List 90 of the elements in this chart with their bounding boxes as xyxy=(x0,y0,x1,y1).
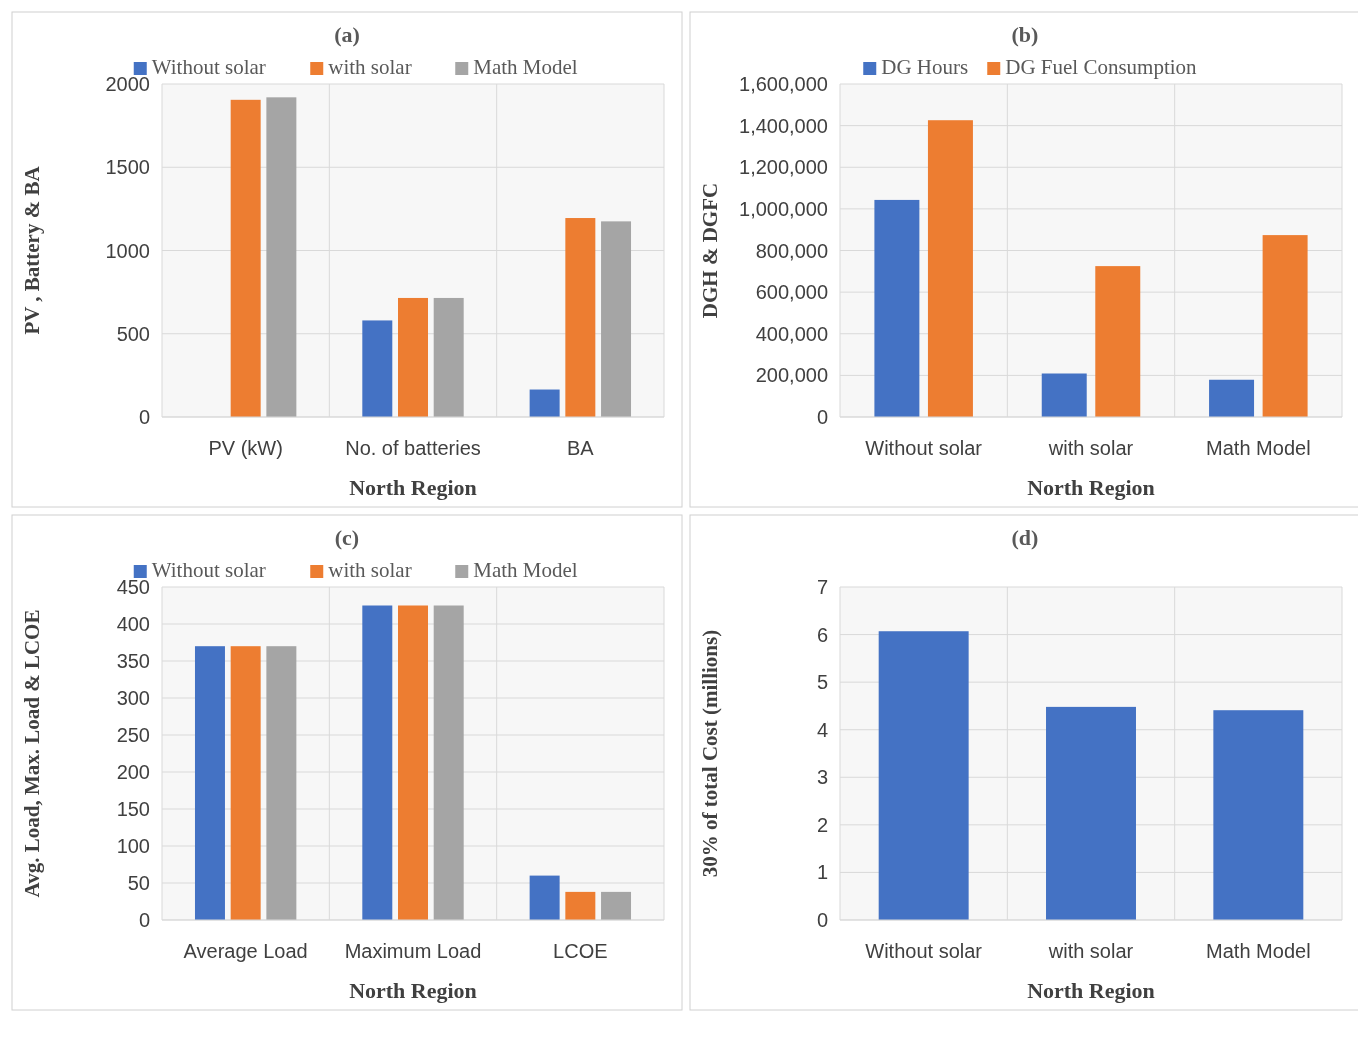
bar xyxy=(874,199,920,417)
y-tick-label: 2000 xyxy=(105,73,150,95)
y-tick-label: 0 xyxy=(816,406,828,428)
y-tick-label: 300 xyxy=(116,687,150,709)
y-tick-label: 400,000 xyxy=(755,322,828,345)
legend-label: DG Fuel Consumption xyxy=(1005,55,1198,79)
bar xyxy=(1095,266,1141,417)
y-tick-label: 0 xyxy=(816,909,828,931)
y-tick-label: 1,600,000 xyxy=(739,73,828,95)
y-tick-label: 500 xyxy=(116,322,150,345)
y-tick-label: 600,000 xyxy=(755,281,828,304)
legend-label: with solar xyxy=(328,55,412,79)
y-tick-label: 250 xyxy=(116,724,150,746)
bar xyxy=(601,891,632,920)
legend-label: Math Model xyxy=(473,558,578,582)
x-tick-label: LCOE xyxy=(553,940,608,962)
bar xyxy=(1041,373,1087,417)
bar xyxy=(529,389,560,417)
y-tick-label: 1500 xyxy=(105,156,150,179)
x-tick-label: BA xyxy=(566,437,595,459)
bar xyxy=(565,891,596,920)
bar xyxy=(601,221,632,417)
bar xyxy=(194,646,225,920)
y-axis-title: PV , Battery & BA xyxy=(19,165,44,335)
legend-label: DG Hours xyxy=(881,55,969,79)
y-tick-label: 1 xyxy=(816,861,828,884)
y-tick-label: 1,000,000 xyxy=(739,197,828,220)
bar xyxy=(1262,235,1308,417)
x-tick-label: Math Model xyxy=(1206,437,1311,459)
legend-label: Without solar xyxy=(151,55,266,79)
bar xyxy=(927,120,973,417)
y-axis-title: Avg. Load, Max. Load & LCOE xyxy=(19,609,44,898)
bar xyxy=(266,646,297,920)
bar xyxy=(433,297,464,417)
x-tick-label: Maximum Load xyxy=(344,940,482,962)
x-tick-label: with solar xyxy=(1047,940,1134,962)
y-axis-title: DGH & DGFC xyxy=(697,182,722,319)
y-tick-label: 800,000 xyxy=(755,239,828,262)
bar xyxy=(398,297,428,417)
chart-title: (d) xyxy=(1011,525,1039,550)
bar xyxy=(1046,706,1136,920)
bar xyxy=(1209,379,1255,417)
y-tick-label: 1,400,000 xyxy=(739,114,828,137)
legend-label: with solar xyxy=(328,558,412,582)
y-tick-label: 200,000 xyxy=(755,364,828,387)
bar xyxy=(529,875,560,920)
x-axis-title: North Region xyxy=(349,978,477,1003)
bar xyxy=(362,320,393,417)
y-tick-label: 1000 xyxy=(105,239,150,262)
bar xyxy=(878,631,969,920)
y-tick-label: 350 xyxy=(116,650,150,672)
x-tick-label: Without solar xyxy=(865,940,983,962)
y-tick-label: 400 xyxy=(116,613,150,635)
x-axis-title: North Region xyxy=(1027,978,1155,1003)
y-tick-label: 4 xyxy=(816,718,828,741)
bar xyxy=(433,605,464,920)
y-tick-label: 450 xyxy=(116,576,150,598)
x-tick-label: PV (kW) xyxy=(208,437,283,459)
chart-title: (a) xyxy=(334,22,360,47)
bar xyxy=(266,97,297,417)
x-tick-label: Without solar xyxy=(865,437,983,459)
chart-title: (c) xyxy=(334,525,360,550)
x-tick-label: with solar xyxy=(1047,437,1134,459)
y-tick-label: 50 xyxy=(127,872,150,894)
y-tick-label: 200 xyxy=(116,761,150,783)
bar xyxy=(230,646,261,920)
x-axis-title: North Region xyxy=(349,475,477,500)
bar xyxy=(230,99,261,417)
y-tick-label: 6 xyxy=(816,623,828,646)
bar xyxy=(362,605,393,920)
legend-label: Without solar xyxy=(151,558,266,582)
y-tick-label: 7 xyxy=(816,576,828,598)
y-tick-label: 0 xyxy=(138,909,150,931)
x-tick-label: Math Model xyxy=(1206,940,1311,962)
x-tick-label: No. of batteries xyxy=(345,437,481,459)
x-tick-label: Average Load xyxy=(183,940,308,962)
y-tick-label: 1,200,000 xyxy=(739,156,828,179)
y-tick-label: 2 xyxy=(816,813,828,836)
y-tick-label: 100 xyxy=(116,835,150,857)
bar xyxy=(398,605,428,920)
x-axis-title: North Region xyxy=(1027,475,1155,500)
y-tick-label: 3 xyxy=(816,766,828,789)
y-tick-label: 0 xyxy=(138,406,150,428)
bar xyxy=(1213,710,1304,920)
y-tick-label: 5 xyxy=(816,671,828,694)
y-axis-title: 30% of total Cost (millions) xyxy=(697,629,722,878)
legend-label: Math Model xyxy=(473,55,578,79)
chart-title: (b) xyxy=(1011,22,1039,47)
y-tick-label: 150 xyxy=(116,798,150,820)
bar xyxy=(565,218,596,417)
